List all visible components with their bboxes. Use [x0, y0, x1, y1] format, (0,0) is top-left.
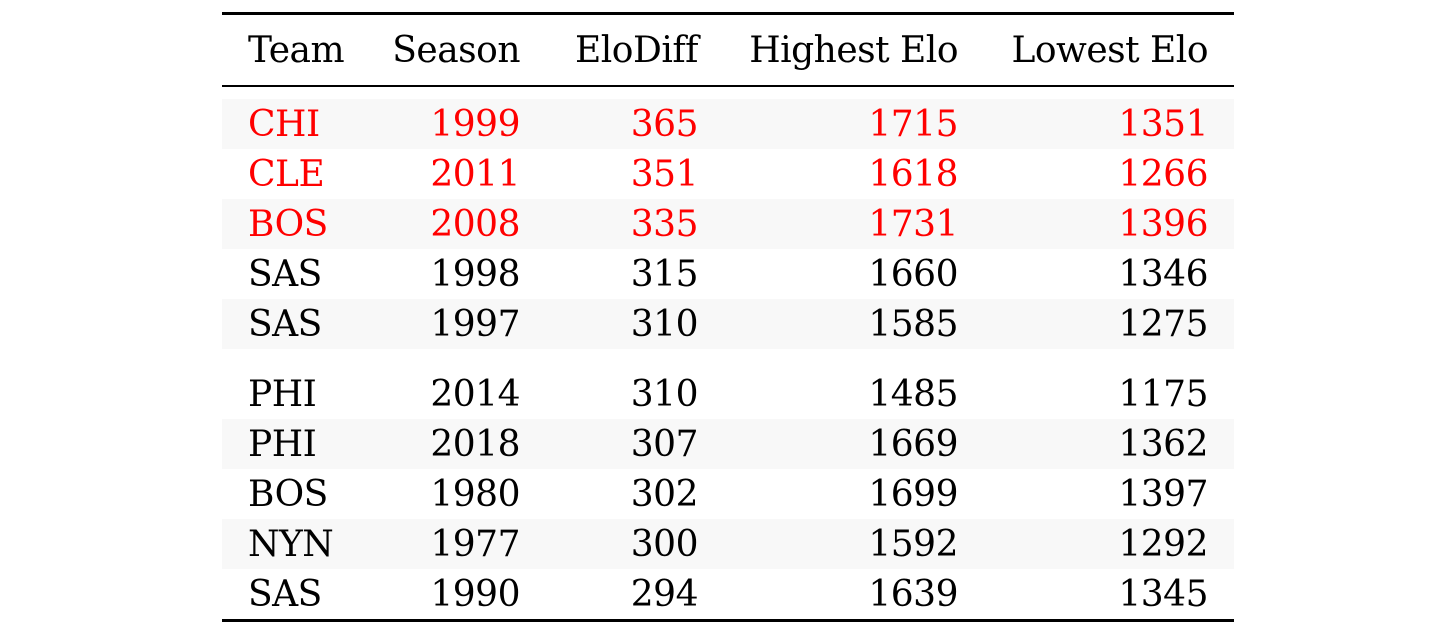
cell-lowest-elo: 1345: [1118, 573, 1208, 615]
header-row: Team Season EloDiff Highest Elo Lowest E…: [222, 15, 1234, 85]
table-row: CLE 2011 351 1618 1266: [222, 149, 1234, 199]
cell-elodiff: 365: [520, 99, 699, 149]
data-table: Team Season EloDiff Highest Elo Lowest E…: [222, 15, 1234, 85]
cell-season: 2011: [430, 153, 520, 195]
cell-team: PHI: [248, 373, 317, 415]
cell-season: 1999: [372, 99, 521, 149]
cell-highest-elo: 1485: [868, 373, 958, 415]
table-row: NYN 1977 300 1592 1292: [222, 519, 1234, 569]
cell-team: SAS: [248, 253, 322, 295]
cell-highest-elo: 1715: [698, 99, 959, 149]
cell-lowest-elo: 1351: [958, 99, 1234, 149]
cell-highest-elo: 1618: [868, 153, 958, 195]
table-row: SAS 1998 315 1660 1346: [222, 249, 1234, 299]
cell-highest-elo: 1639: [868, 573, 958, 615]
cell-season: 1980: [430, 473, 520, 515]
cell-lowest-elo: 1175: [1118, 373, 1208, 415]
group-gap: [222, 349, 1234, 369]
cell-elodiff: 351: [630, 153, 699, 195]
cell-elodiff: 307: [520, 419, 699, 469]
top-rule: [222, 12, 1234, 15]
cell-season: 1997: [372, 299, 521, 349]
header-highest-elo: Highest Elo: [749, 29, 958, 71]
cell-lowest-elo: 1397: [1118, 473, 1208, 515]
cell-elodiff: 302: [630, 473, 699, 515]
cell-team: SAS: [222, 299, 372, 349]
cell-season: 2018: [372, 419, 521, 469]
cell-season: 2008: [372, 199, 521, 249]
header-team: Team: [248, 29, 345, 71]
cell-team: SAS: [248, 573, 322, 615]
cell-elodiff: 310: [630, 373, 699, 415]
cell-season: 1977: [372, 519, 521, 569]
cell-elodiff: 294: [630, 573, 699, 615]
table-row: SAS 1990 294 1639 1345: [222, 569, 1234, 619]
cell-highest-elo: 1585: [698, 299, 959, 349]
cell-season: 1998: [430, 253, 520, 295]
cell-team: PHI: [222, 419, 372, 469]
cell-highest-elo: 1660: [868, 253, 958, 295]
cell-lowest-elo: 1266: [1118, 153, 1208, 195]
cell-highest-elo: 1731: [698, 199, 959, 249]
bottom-rule: [222, 619, 1234, 622]
cell-highest-elo: 1669: [698, 419, 959, 469]
elo-table: Team Season EloDiff Highest Elo Lowest E…: [222, 12, 1234, 622]
cell-lowest-elo: 1292: [958, 519, 1234, 569]
cell-team: NYN: [222, 519, 372, 569]
cell-team: BOS: [222, 199, 372, 249]
header-lowest-elo: Lowest Elo: [1011, 29, 1208, 71]
cell-season: 1990: [430, 573, 520, 615]
cell-team: CHI: [222, 99, 372, 149]
header-rule: [222, 85, 1234, 87]
data-table-body: CHI 1999 365 1715 1351 CLE 2011 351 1618…: [222, 87, 1234, 619]
cell-elodiff: 300: [520, 519, 699, 569]
cell-lowest-elo: 1396: [958, 199, 1234, 249]
table-row: CHI 1999 365 1715 1351: [222, 99, 1234, 149]
table-row: BOS 2008 335 1731 1396: [222, 199, 1234, 249]
table-row: PHI 2018 307 1669 1362: [222, 419, 1234, 469]
cell-elodiff: 310: [520, 299, 699, 349]
table-row: BOS 1980 302 1699 1397: [222, 469, 1234, 519]
header-elodiff: EloDiff: [575, 29, 699, 71]
cell-season: 2014: [430, 373, 520, 415]
cell-highest-elo: 1699: [868, 473, 958, 515]
table-row: SAS 1997 310 1585 1275: [222, 299, 1234, 349]
cell-team: BOS: [248, 473, 328, 515]
cell-team: CLE: [248, 153, 325, 195]
header-season: Season: [392, 29, 520, 71]
cell-lowest-elo: 1362: [958, 419, 1234, 469]
cell-elodiff: 335: [520, 199, 699, 249]
cell-lowest-elo: 1275: [958, 299, 1234, 349]
cell-elodiff: 315: [630, 253, 699, 295]
cell-lowest-elo: 1346: [1118, 253, 1208, 295]
table-row: PHI 2014 310 1485 1175: [222, 369, 1234, 419]
cell-highest-elo: 1592: [698, 519, 959, 569]
